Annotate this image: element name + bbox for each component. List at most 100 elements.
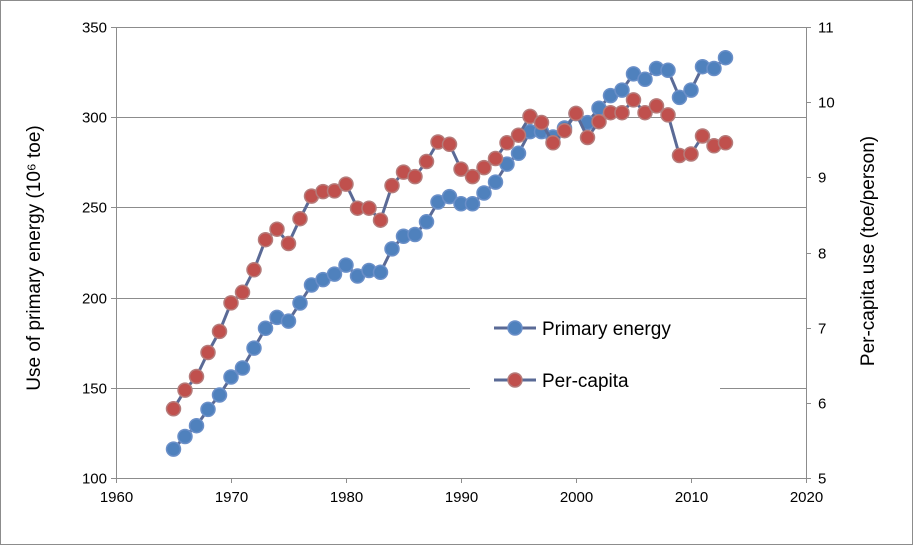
y-axis-left-title: Use of primary energy (10⁶ toe) xyxy=(24,125,45,390)
data-point-per-capita-1972 xyxy=(246,262,262,278)
data-point-primary-energy-1993 xyxy=(487,174,504,190)
data-point-primary-energy-2008 xyxy=(660,62,676,79)
y-right-tick-label: 7 xyxy=(818,321,826,338)
data-point-per-capita-2010 xyxy=(683,146,699,162)
data-point-per-capita-1990 xyxy=(453,161,469,177)
y-right-tick-label: 9 xyxy=(818,170,826,187)
data-point-primary-energy-1979 xyxy=(326,266,343,282)
data-point-primary-energy-1986 xyxy=(407,226,423,243)
data-point-primary-energy-2010 xyxy=(683,82,699,98)
data-point-primary-energy-1973 xyxy=(257,320,274,337)
data-point-primary-energy-1983 xyxy=(372,264,389,281)
data-point-per-capita-2011 xyxy=(694,128,711,144)
data-point-per-capita-2013 xyxy=(717,135,734,151)
data-point-primary-energy-1970 xyxy=(223,369,239,385)
data-point-per-capita-1974 xyxy=(269,221,285,237)
data-point-per-capita-1991 xyxy=(464,168,481,185)
series-primary-energy xyxy=(165,49,734,457)
data-point-primary-energy-2013 xyxy=(717,49,734,66)
x-tick-label: 1990 xyxy=(445,489,478,506)
data-point-per-capita-2006 xyxy=(637,104,653,121)
data-point-per-capita-1998 xyxy=(545,135,561,151)
y-right-tick-label: 6 xyxy=(818,396,826,413)
data-point-per-capita-1968 xyxy=(200,344,216,361)
legend-label-per-capita: Per-capita xyxy=(542,371,629,392)
data-point-per-capita-1997 xyxy=(533,114,550,131)
data-point-primary-energy-1972 xyxy=(246,340,262,356)
data-point-primary-energy-2006 xyxy=(637,71,653,88)
data-point-per-capita-1989 xyxy=(441,136,458,153)
data-point-per-capita-1970 xyxy=(223,295,239,311)
y-left-tick-label: 200 xyxy=(82,291,107,308)
data-point-per-capita-1984 xyxy=(384,177,400,194)
data-point-per-capita-1982 xyxy=(361,200,377,216)
legend-marker-per-capita xyxy=(507,372,523,388)
data-point-per-capita-1986 xyxy=(407,168,423,185)
data-point-primary-energy-1969 xyxy=(211,387,228,403)
data-point-primary-energy-1976 xyxy=(292,295,308,311)
y-right-tick-label: 10 xyxy=(818,95,835,112)
x-tick-label: 1980 xyxy=(330,489,363,506)
data-point-per-capita-2008 xyxy=(660,107,676,123)
data-point-primary-energy-1984 xyxy=(384,241,400,257)
series-per-capita xyxy=(165,92,734,417)
data-point-per-capita-1969 xyxy=(211,323,228,340)
x-tick-label: 1960 xyxy=(100,489,133,506)
axes: 100 150 200 250 300 350 5 6 7 8 9 10 11 1960 1970 1980 1… xyxy=(82,20,835,507)
legend-label-primary-energy: Primary energy xyxy=(542,319,671,340)
data-point-per-capita-2001 xyxy=(579,129,596,146)
data-point-primary-energy-1987 xyxy=(418,214,435,230)
data-point-per-capita-2007 xyxy=(648,98,665,114)
x-tick-label: 2000 xyxy=(560,489,593,506)
data-point-per-capita-1966 xyxy=(177,382,193,398)
y-axis-right-title: Per-capita use (toe/person) xyxy=(858,136,879,366)
y-left-tick-label: 300 xyxy=(82,110,107,127)
data-point-primary-energy-1967 xyxy=(188,417,205,434)
y-left-tick-label: 250 xyxy=(82,200,107,217)
data-point-per-capita-1992 xyxy=(476,159,492,176)
y-left-tick-label: 350 xyxy=(82,20,107,37)
data-point-per-capita-1965 xyxy=(165,401,182,417)
data-point-per-capita-1967 xyxy=(188,368,205,385)
data-point-primary-energy-1971 xyxy=(234,360,251,376)
data-point-per-capita-1973 xyxy=(257,231,274,248)
data-point-per-capita-1987 xyxy=(418,153,435,170)
data-point-per-capita-2004 xyxy=(614,104,630,121)
data-point-per-capita-1971 xyxy=(234,284,251,301)
data-point-primary-energy-1992 xyxy=(476,185,492,201)
y-left-tick-label: 150 xyxy=(82,381,107,398)
y-right-tick-label: 5 xyxy=(818,471,826,488)
data-point-primary-energy-2004 xyxy=(614,82,630,98)
data-point-primary-energy-1966 xyxy=(177,428,193,445)
data-point-primary-energy-1991 xyxy=(464,196,481,212)
data-point-primary-energy-1965 xyxy=(165,441,182,457)
data-point-per-capita-1999 xyxy=(556,122,573,139)
data-point-per-capita-1975 xyxy=(280,235,297,252)
data-point-per-capita-1976 xyxy=(292,210,308,227)
data-point-primary-energy-1975 xyxy=(280,313,297,329)
data-point-per-capita-2002 xyxy=(591,113,607,130)
data-point-per-capita-2000 xyxy=(568,105,584,122)
data-point-primary-energy-1968 xyxy=(200,401,216,418)
data-point-per-capita-1980 xyxy=(338,176,354,192)
x-tick-label: 1970 xyxy=(215,489,248,506)
y-right-tick-label: 8 xyxy=(818,246,826,263)
data-point-per-capita-1979 xyxy=(326,183,343,199)
legend-marker-primary-energy xyxy=(507,320,523,336)
data-point-primary-energy-1980 xyxy=(338,257,354,273)
data-point-primary-energy-2009 xyxy=(671,89,688,106)
x-tick-label: 2010 xyxy=(675,489,708,506)
data-point-per-capita-1983 xyxy=(372,212,389,228)
x-tick-label: 2020 xyxy=(790,489,823,506)
legend: Primary energy Per-capita xyxy=(470,305,720,405)
data-point-primary-energy-1995 xyxy=(510,145,527,162)
y-left-tick-label: 100 xyxy=(82,471,107,488)
data-point-primary-energy-1989 xyxy=(441,188,458,205)
y-right-tick-label: 11 xyxy=(818,20,834,37)
data-point-per-capita-1994 xyxy=(499,135,515,151)
data-point-per-capita-1995 xyxy=(510,127,527,143)
data-point-per-capita-2005 xyxy=(625,92,642,108)
